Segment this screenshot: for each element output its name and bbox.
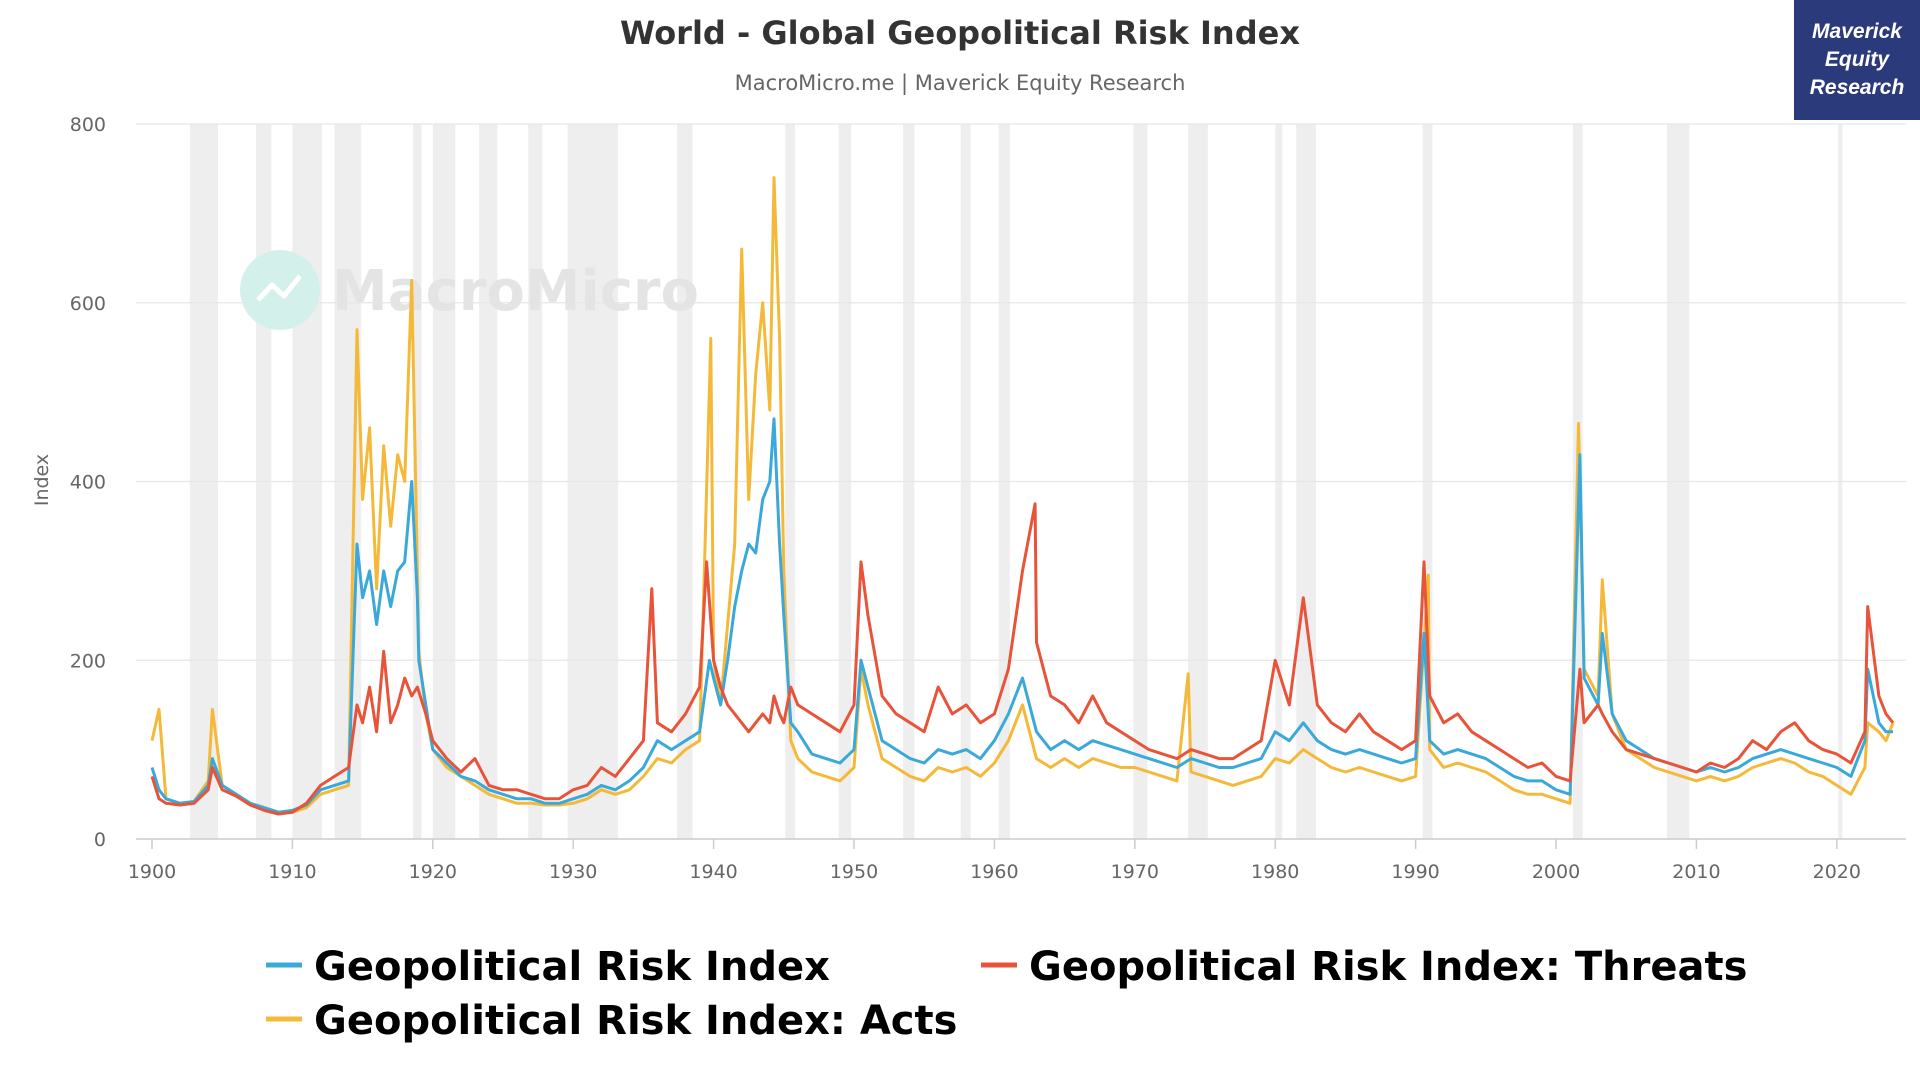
y-tick-label: 200 xyxy=(70,650,106,672)
y-tick-label: 400 xyxy=(70,472,106,494)
x-tick-label: 1900 xyxy=(128,861,176,883)
y-axis-label: Index xyxy=(31,454,53,506)
brand-badge-text: Maverick Equity Research xyxy=(1809,20,1905,99)
brand-badge: Maverick Equity Research xyxy=(1794,0,1920,120)
x-tick-label: 2020 xyxy=(1813,861,1861,883)
y-axis-ticks: 0 200 400 600 800 xyxy=(70,114,106,851)
watermark-text: MacroMicro xyxy=(332,259,699,324)
y-tick-label: 600 xyxy=(70,293,106,315)
series-line-gpr xyxy=(150,417,1893,814)
x-tick-label: 1980 xyxy=(1251,861,1299,883)
x-tick-label: 1950 xyxy=(830,861,878,883)
x-tick-label: 1930 xyxy=(549,861,597,883)
y-tick-label: 0 xyxy=(94,829,106,851)
legend-label-acts: Geopolitical Risk Index: Acts xyxy=(314,998,957,1044)
series-line-acts xyxy=(150,176,1895,814)
legend-label-threats: Geopolitical Risk Index: Threats xyxy=(1029,944,1747,990)
x-tick-label: 1920 xyxy=(409,861,457,883)
gridlines xyxy=(136,123,1906,661)
chart-subtitle: MacroMicro.me | Maverick Equity Research xyxy=(735,71,1186,96)
x-tick-label: 2000 xyxy=(1532,861,1580,883)
x-axis-ticks: 1900 1910 1920 1930 1940 1950 1960 1970 1980 1990… xyxy=(128,839,1861,883)
legend: Geopolitical Risk Index Geopolitical Ris… xyxy=(266,944,1747,1044)
chart-title: World - Global Geopolitical Risk Index xyxy=(620,14,1300,52)
series-group xyxy=(150,176,1895,816)
watermark: MacroMicro xyxy=(240,250,699,330)
series-line-threats xyxy=(150,502,1895,816)
x-tick-label: 1960 xyxy=(970,861,1018,883)
y-tick-label: 800 xyxy=(70,114,106,136)
x-tick-label: 1910 xyxy=(268,861,316,883)
x-tick-label: 1970 xyxy=(1111,861,1159,883)
x-tick-label: 1990 xyxy=(1391,861,1439,883)
x-tick-label: 1940 xyxy=(689,861,737,883)
watermark-logo-line xyxy=(256,274,302,302)
x-tick-label: 2010 xyxy=(1672,861,1720,883)
legend-label-gpr: Geopolitical Risk Index xyxy=(314,944,830,990)
